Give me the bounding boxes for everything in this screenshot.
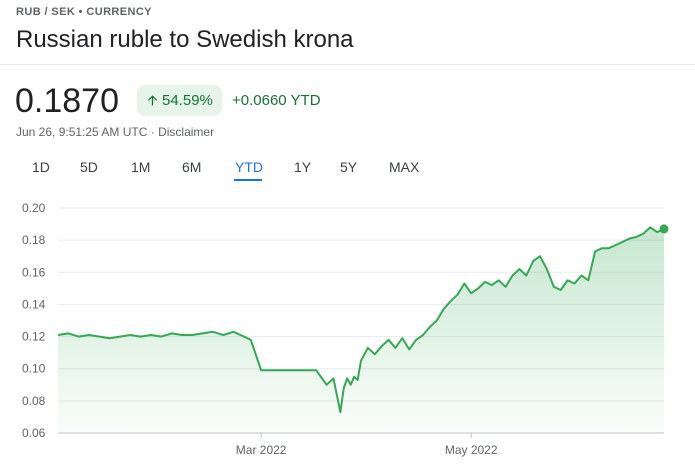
- y-tick-label: 0.18: [22, 233, 46, 247]
- y-tick-label: 0.14: [22, 297, 46, 311]
- time-range-tabs: 1D 5D 1M 6M YTD 1Y 5Y MAX: [0, 159, 695, 185]
- current-value-marker: [659, 224, 669, 234]
- y-tick-label: 0.20: [22, 201, 46, 215]
- x-tick-label: May 2022: [445, 443, 498, 457]
- change-percent-value: 54.59%: [162, 92, 213, 109]
- x-tick-label: Mar 2022: [236, 443, 287, 457]
- change-percent-badge: 54.59%: [137, 85, 222, 116]
- y-tick-label: 0.08: [22, 394, 46, 408]
- exchange-rate-value: 0.1870: [15, 82, 119, 120]
- tab-1d[interactable]: 1D: [32, 159, 50, 175]
- exchange-rate-chart[interactable]: 0.20 0.18 0.16 0.14 0.12 0.10 0.08 0.06 Mar 2022…: [0, 196, 695, 466]
- arrow-up-icon: [148, 95, 157, 106]
- series-area: [58, 227, 664, 433]
- tab-ytd[interactable]: YTD: [235, 159, 263, 175]
- quote-timestamp: Jun 26, 9:51:25 AM UTC: [16, 125, 148, 139]
- breadcrumb: RUB / SEK • CURRENCY: [16, 6, 152, 18]
- series-line: [57, 226, 665, 414]
- meta-separator: ·: [147, 125, 159, 139]
- y-tick-label: 0.06: [22, 426, 46, 440]
- tab-6m[interactable]: 6M: [182, 159, 202, 175]
- y-tick-label: 0.16: [22, 265, 46, 279]
- page-title: Russian ruble to Swedish krona: [16, 26, 354, 53]
- disclaimer-link[interactable]: Disclaimer: [158, 125, 215, 139]
- quote-meta: Jun 26, 9:51:25 AM UTC · Disclaimer: [16, 125, 214, 139]
- y-tick-label: 0.12: [22, 330, 46, 344]
- tab-5d[interactable]: 5D: [80, 159, 98, 175]
- change-absolute-value: +0.0660 YTD: [232, 92, 321, 109]
- active-tab-indicator: [234, 179, 262, 181]
- y-tick-label: 0.10: [22, 362, 46, 376]
- tab-1y[interactable]: 1Y: [294, 159, 312, 175]
- header-divider: [0, 64, 695, 65]
- tab-5y[interactable]: 5Y: [340, 159, 358, 175]
- tab-1m[interactable]: 1M: [131, 159, 151, 175]
- tab-max[interactable]: MAX: [389, 159, 420, 175]
